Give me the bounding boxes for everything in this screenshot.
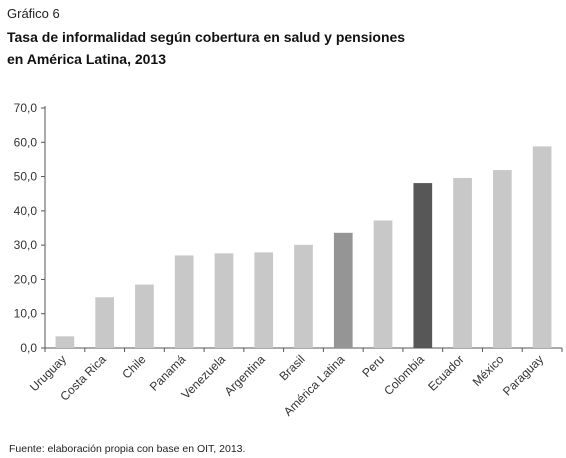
y-tick-label: 60,0 xyxy=(14,135,38,149)
x-category-label: Peru xyxy=(359,352,387,380)
bar-colombia xyxy=(413,183,433,348)
bar-venezuela xyxy=(214,253,234,348)
bar-argentina xyxy=(254,252,274,348)
source-note: Fuente: elaboración propia con base en O… xyxy=(9,443,246,455)
x-category-label: Argentina xyxy=(222,352,268,398)
y-tick-label: 0,0 xyxy=(20,341,37,355)
bars xyxy=(55,146,552,348)
bar-panamá xyxy=(174,255,194,348)
y-tick-label: 40,0 xyxy=(14,204,38,218)
chart-title-line-2: en América Latina, 2013 xyxy=(7,51,167,67)
y-tick-label: 10,0 xyxy=(14,307,38,321)
bar-chile xyxy=(135,284,154,348)
x-category-label: Ecuador xyxy=(425,352,467,394)
bar-uruguay xyxy=(55,336,75,348)
bar-paraguay xyxy=(532,146,552,348)
x-category-label: Venezuela xyxy=(179,352,229,402)
y-tick-label: 70,0 xyxy=(14,101,38,115)
y-axis: 0,0 10,0 20,0 30,0 40,0 50,0 60,0 70,0 xyxy=(14,101,46,355)
bar-méxico xyxy=(493,170,512,348)
x-category-label: Brasil xyxy=(276,352,307,383)
y-tick-label: 30,0 xyxy=(14,238,38,252)
bar-américa-latina xyxy=(333,232,353,348)
x-category-label: Chile xyxy=(119,352,148,381)
chart-title-line-1: Tasa de informalidad según cobertura en … xyxy=(7,29,406,45)
bar-brasil xyxy=(294,244,313,348)
x-category-label: Colombia xyxy=(381,352,427,398)
bar-ecuador xyxy=(453,177,472,348)
bar-costa-rica xyxy=(95,297,114,348)
bar-peru xyxy=(373,220,393,348)
figure-label: Gráfico 6 xyxy=(7,6,60,21)
y-tick-label: 20,0 xyxy=(14,272,38,286)
x-category-label: Paraguay xyxy=(500,352,546,398)
x-category-label: México xyxy=(470,352,507,389)
chart-title: Tasa de informalidad según cobertura en … xyxy=(7,26,427,70)
y-tick-label: 50,0 xyxy=(14,170,38,184)
